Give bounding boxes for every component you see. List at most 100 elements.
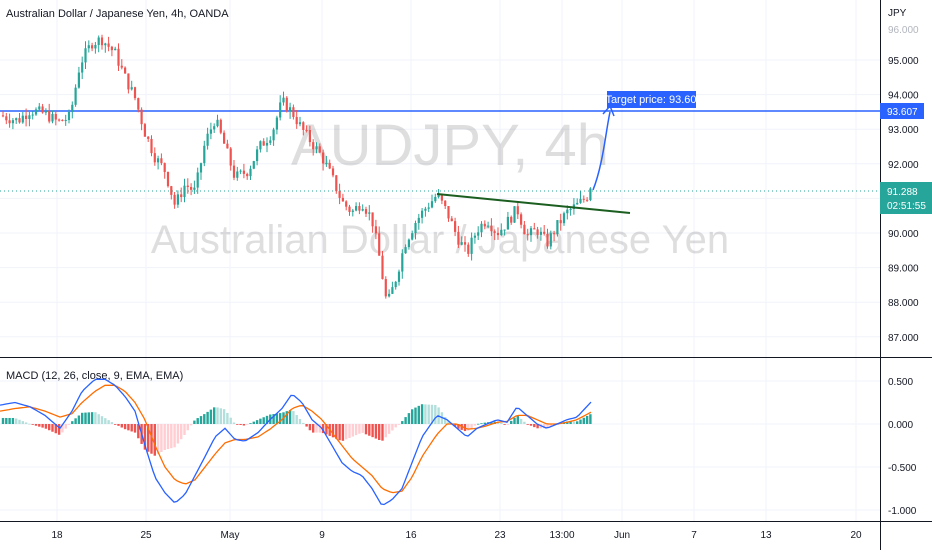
macd-histogram-bar: [123, 424, 127, 430]
candle-body: [229, 148, 232, 166]
candle-body: [150, 138, 153, 154]
candle-body: [308, 129, 311, 143]
macd-histogram-bar: [298, 419, 302, 424]
time-axis[interactable]: 18 25 May 9 16 23 13:00 Jun 7 13 20: [51, 530, 862, 541]
candle-body: [427, 207, 430, 209]
candle-body: [496, 232, 500, 236]
macd-histogram-bar: [506, 424, 510, 425]
candle-body: [388, 293, 391, 297]
price-tick-label: 93.000: [888, 125, 919, 136]
candle-body: [25, 115, 28, 119]
macd-histogram-bar: [513, 417, 516, 424]
candle-body: [190, 187, 193, 190]
macd-histogram-bar: [51, 424, 54, 432]
candle-body: [157, 158, 160, 163]
watermark-description: Australian Dollar / Japanese Yen: [151, 218, 729, 262]
candle-body: [450, 218, 453, 222]
macd-histogram-bar: [516, 416, 519, 424]
macd-histogram-bar: [288, 410, 292, 424]
candle-body: [553, 233, 556, 235]
macd-indicator-label[interactable]: MACD (12, 26, close, 9, EMA, EMA): [6, 370, 183, 382]
macd-histogram-bar: [582, 417, 585, 424]
candle-body: [170, 186, 173, 195]
candle-body: [298, 122, 302, 125]
candle-body: [430, 201, 434, 208]
macd-histogram-bar: [232, 422, 236, 424]
macd-axis[interactable]: 0.500 0.000 -0.500 -1.000: [888, 377, 917, 517]
candle-body: [133, 87, 137, 99]
macd-histogram-bar: [361, 424, 364, 433]
price-tick-label: 92.000: [888, 160, 919, 171]
candle-body: [226, 143, 229, 149]
macd-histogram-bar: [153, 424, 156, 456]
time-label: 13:00: [549, 530, 574, 541]
candle-body: [252, 161, 255, 169]
macd-histogram-bar: [272, 414, 275, 424]
macd-histogram-bar: [209, 409, 213, 424]
candle-body: [249, 168, 252, 177]
macd-histogram-bar: [24, 422, 28, 424]
target-price-label-bg[interactable]: [607, 91, 696, 108]
trendline[interactable]: [436, 193, 631, 214]
time-label: 9: [319, 530, 325, 541]
macd-histogram-bar: [569, 421, 572, 424]
macd-histogram-bar: [229, 417, 232, 424]
macd-histogram-bar: [120, 424, 123, 428]
macd-histogram-bar: [216, 407, 219, 424]
target-arrow-line[interactable]: [592, 111, 611, 191]
candle-body: [533, 228, 536, 230]
candle-body: [513, 206, 516, 223]
macd-histogram-bar: [364, 424, 368, 435]
time-label: 23: [494, 530, 506, 541]
candle-body: [569, 209, 572, 211]
candle-body: [401, 253, 404, 272]
macd-histogram-bar: [467, 424, 470, 431]
candle-body: [100, 37, 104, 46]
macd-histogram-bar: [585, 415, 589, 424]
macd-histogram-bar: [206, 411, 209, 424]
macd-histogram-bar: [262, 417, 265, 424]
target-price-label: Target price: 93.60: [605, 94, 696, 106]
candle-body: [447, 206, 450, 219]
macd-histogram-bar: [368, 424, 371, 436]
candle-body: [506, 216, 509, 230]
price-tick-label: 89.000: [888, 264, 919, 275]
time-label: 25: [140, 530, 152, 541]
candle-body: [411, 233, 414, 240]
candle-body: [562, 213, 566, 224]
time-grid: [56, 0, 857, 521]
candle-body: [480, 223, 483, 233]
macd-histogram-bar: [546, 424, 549, 429]
candle-body: [539, 231, 542, 235]
macd-histogram-bar: [97, 414, 100, 424]
macd-tick-label: -1.000: [888, 506, 917, 517]
macd-histogram-bar: [305, 424, 308, 427]
macd-histogram-bar: [308, 424, 312, 431]
macd-histogram-bar: [239, 424, 242, 425]
candle-body: [193, 187, 196, 190]
candle-body: [58, 119, 61, 121]
candle-body: [61, 119, 64, 121]
macd-histogram-bar: [242, 424, 246, 426]
price-tick-label: 87.000: [888, 333, 919, 344]
macd-histogram-bar: [143, 424, 147, 450]
macd-histogram-bar: [34, 424, 38, 426]
candle-body: [107, 43, 110, 47]
macd-histogram-bar: [74, 418, 77, 424]
candle-body: [117, 48, 120, 66]
macd-histogram-bar: [341, 424, 345, 441]
macd-histogram-bar: [1, 417, 5, 424]
macd-histogram-bar: [199, 416, 203, 424]
macd-histogram-bar: [434, 404, 437, 424]
candle-body: [71, 104, 74, 113]
candle-body: [176, 194, 179, 205]
macd-histogram-bar: [236, 424, 239, 425]
candle-body: [582, 198, 585, 200]
candlestick-series[interactable]: [1, 34, 592, 299]
candle-body: [520, 214, 523, 225]
macd-histogram-bar: [417, 405, 420, 424]
candle-body: [232, 165, 236, 178]
candle-body: [434, 196, 437, 202]
candle-body: [371, 212, 374, 227]
